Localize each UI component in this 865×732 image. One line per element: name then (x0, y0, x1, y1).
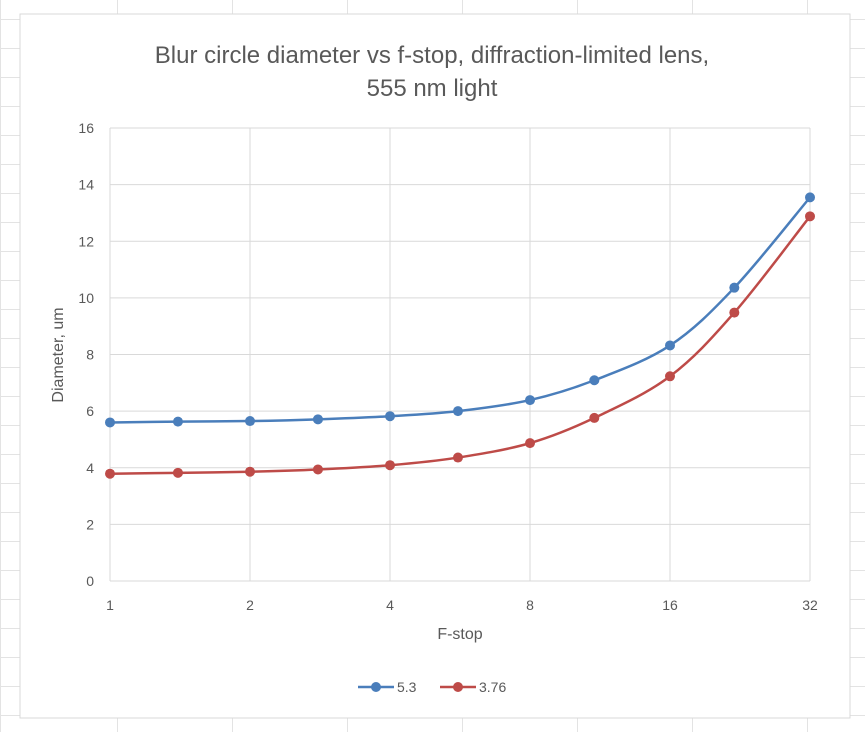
y-tick-label: 6 (86, 403, 94, 419)
series-3-76 (105, 211, 815, 479)
y-tick-label: 10 (78, 290, 94, 306)
y-tick-label: 14 (78, 177, 94, 193)
data-point[interactable] (525, 395, 535, 406)
x-tick-label: 2 (246, 597, 254, 613)
x-tick-label: 4 (386, 597, 394, 613)
y-axis-title: Diameter, um (50, 307, 67, 402)
data-point[interactable] (385, 460, 395, 471)
data-point[interactable] (245, 466, 255, 477)
x-tick-label: 8 (526, 597, 534, 613)
data-point[interactable] (312, 414, 323, 425)
data-point[interactable] (172, 467, 183, 478)
data-point[interactable] (525, 438, 535, 449)
data-point[interactable] (172, 416, 183, 427)
series-line[interactable] (109, 196, 811, 424)
x-tick-label: 16 (662, 597, 678, 613)
y-tick-labels: 0 2 4 6 8 10 12 14 16 (78, 120, 94, 589)
data-point[interactable] (805, 211, 815, 222)
data-point[interactable] (312, 464, 323, 475)
series-layer (105, 192, 815, 479)
y-tick-label: 8 (86, 347, 94, 363)
data-point[interactable] (729, 282, 740, 293)
data-point[interactable] (589, 375, 600, 386)
y-tick-label: 2 (86, 516, 94, 532)
data-point[interactable] (589, 412, 600, 423)
y-tick-label: 4 (86, 460, 94, 476)
data-point[interactable] (105, 417, 115, 428)
series-line[interactable] (109, 215, 811, 475)
chart-title-line-1: Blur circle diameter vs f-stop, diffract… (155, 42, 709, 69)
legend-item[interactable]: 5.3 (358, 679, 417, 695)
data-point[interactable] (665, 371, 675, 382)
legend-label: 5.3 (397, 679, 417, 695)
y-tick-label: 0 (86, 573, 94, 589)
legend-label: 3.76 (479, 679, 506, 695)
data-point[interactable] (452, 406, 463, 417)
chart-title-line-2: 555 nm light (367, 75, 498, 102)
x-tick-label: 1 (106, 597, 114, 613)
legend-item[interactable]: 3.76 (440, 679, 506, 695)
data-point[interactable] (805, 192, 815, 203)
legend: 5.3 3.76 (358, 679, 506, 695)
chart-area[interactable] (19, 13, 851, 719)
data-point[interactable] (105, 468, 115, 479)
data-point[interactable] (665, 340, 675, 351)
x-tick-label: 32 (802, 597, 818, 613)
data-point[interactable] (385, 411, 395, 422)
legend-marker (453, 682, 463, 692)
y-tick-label: 12 (78, 233, 94, 249)
series-5-3 (105, 192, 815, 428)
data-point[interactable] (452, 452, 463, 463)
y-tick-label: 16 (78, 120, 94, 136)
x-axis-title: F-stop (437, 626, 482, 643)
data-point[interactable] (245, 416, 255, 427)
x-tick-labels: 1 2 4 8 16 32 (106, 597, 818, 613)
legend-marker (371, 682, 381, 692)
data-point[interactable] (729, 307, 740, 318)
